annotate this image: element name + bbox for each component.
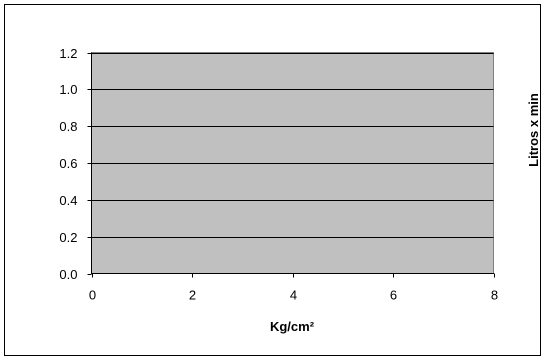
x-tick-label: 4 [290, 288, 297, 303]
x-tick-label: 0 [89, 288, 96, 303]
x-axis-title: Kg/cm² [270, 319, 315, 334]
y-tick-label: 1.2 [59, 46, 77, 61]
y-tick-label: 0.4 [59, 193, 77, 208]
y-tick-labels: 0.0 0.2 0.4 0.6 0.8 1.0 1.2 [59, 46, 92, 282]
gridlines [91, 53, 494, 238]
y-axis-title: Litros x min [526, 93, 541, 167]
x-tick-label: 8 [491, 288, 498, 303]
y-tick-label: 0.2 [59, 230, 77, 245]
x-tick-label: 2 [189, 288, 196, 303]
y-tick-label: 0.8 [59, 119, 77, 134]
y-tick-label: 0.6 [59, 156, 77, 171]
x-tick-labels: 0 2 4 6 8 [89, 273, 498, 303]
y-tick-label: 0.0 [59, 267, 77, 282]
y-tick-label: 1.0 [59, 82, 77, 97]
x-tick-label: 6 [390, 288, 397, 303]
